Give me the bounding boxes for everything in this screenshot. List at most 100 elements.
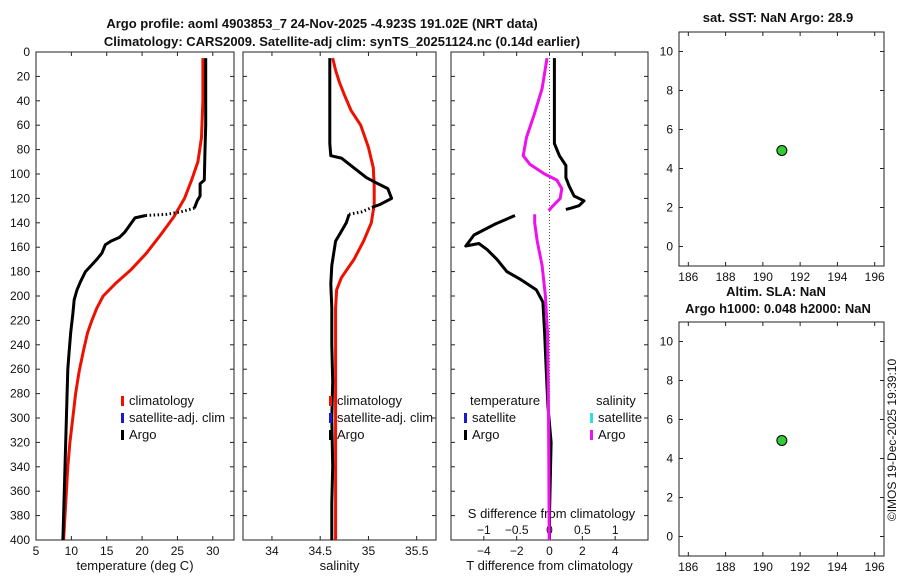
difference-legend-s-argo-label: Argo xyxy=(598,427,625,442)
difference-legend-t-satellite-label: satellite xyxy=(472,410,516,425)
temperature-xtick-label: 20 xyxy=(135,544,149,558)
sla_position-xtick-label: 196 xyxy=(865,560,885,574)
salinity-axes-frame xyxy=(242,51,437,541)
sst_position-ytick-label: 8 xyxy=(666,84,673,98)
temperature-xtick-label: 5 xyxy=(33,544,40,558)
temperature-ytick-label: 320 xyxy=(10,435,30,449)
temperature-ytick-label: 260 xyxy=(10,362,30,376)
temperature-legend-satellite-adj-label: satellite-adj. clim xyxy=(129,410,225,425)
temperature-ytick-label: 80 xyxy=(17,143,31,157)
sst_position-xtick-label: 186 xyxy=(678,270,698,284)
salinity-xtick-label: 35.5 xyxy=(405,544,429,558)
sla_position-ytick-label: 2 xyxy=(666,491,673,505)
temperature-ytick-label: 220 xyxy=(10,313,30,327)
difference-xtick-label: −2 xyxy=(510,544,524,558)
temperature-xlabel: temperature (deg C) xyxy=(76,558,193,573)
temperature-ytick-label: 300 xyxy=(10,411,30,425)
temperature-ytick-label: 400 xyxy=(10,533,30,547)
temperature-ytick-label: 280 xyxy=(10,387,30,401)
sst_position-axes-frame xyxy=(678,31,885,267)
difference-legend-salinity-title: salinity xyxy=(596,393,636,408)
temperature-legend-argo-label: Argo xyxy=(129,427,156,442)
imos-watermark: ©IMOS 19-Dec-2025 19:39:10 xyxy=(885,359,899,522)
temperature-ytick-label: 0 xyxy=(23,45,30,59)
temperature-ytick-label: 180 xyxy=(10,265,30,279)
temperature-legend-climatology-swatch xyxy=(121,396,124,406)
temperature-xtick-label: 30 xyxy=(206,544,220,558)
sst-panel-title: sat. SST: NaN Argo: 28.9 xyxy=(703,10,854,25)
difference-top-tick-label: −1 xyxy=(477,523,491,537)
salinity-legend-satellite-adj-label: satellite-adj. clim xyxy=(337,410,433,425)
difference-legend-s-argo-swatch xyxy=(590,430,593,440)
temperature-ytick-label: 380 xyxy=(10,509,30,523)
title-line-1: Argo profile: aoml 4903853_7 24-Nov-2025… xyxy=(106,16,537,31)
difference-xlabel: T difference from climatology xyxy=(466,558,633,573)
difference-legend-t-argo-swatch xyxy=(464,430,467,440)
difference-top-tick-label: 0.5 xyxy=(574,523,591,537)
salinity-xtick-label: 34.5 xyxy=(309,544,333,558)
salinity-argo-line-upper xyxy=(328,58,394,209)
difference-xlabel-top: S difference from climatology xyxy=(468,506,636,521)
sla_position-xtick-label: 190 xyxy=(753,560,773,574)
difference-series-0-line xyxy=(552,58,586,211)
temperature-argo-gap-dots xyxy=(145,206,195,217)
difference-legend-t-argo-label: Argo xyxy=(472,427,499,442)
salinity-climatology-line xyxy=(331,57,376,540)
difference-top-tick-label: −0.5 xyxy=(505,523,529,537)
sla-panel-title-1: Altim. SLA: NaN xyxy=(726,284,826,299)
sla_position-argo-location-marker xyxy=(776,435,788,447)
difference-series-3-line xyxy=(533,214,551,541)
sla_position-xtick-label: 188 xyxy=(716,560,736,574)
salinity-legend-argo-label: Argo xyxy=(337,427,364,442)
difference-legend-t-satellite-swatch xyxy=(464,413,467,423)
sla_position-xtick-label: 186 xyxy=(678,560,698,574)
temperature-xtick-label: 25 xyxy=(171,544,185,558)
temperature-ytick-label: 20 xyxy=(17,69,31,83)
temperature-legend-satellite-adj-swatch xyxy=(121,413,124,423)
temperature-ytick-label: 120 xyxy=(10,191,30,205)
difference-legend-s-satellite-label: satellite xyxy=(598,410,642,425)
temperature-xtick-label: 10 xyxy=(65,544,79,558)
sst_position-xtick-label: 194 xyxy=(827,270,847,284)
difference-xtick-label: −4 xyxy=(477,544,491,558)
sst_position-ytick-label: 6 xyxy=(666,123,673,137)
sst_position-ytick-label: 4 xyxy=(666,162,673,176)
salinity-argo-gap-dots xyxy=(348,205,374,216)
difference-xtick-label: 4 xyxy=(612,544,619,558)
sla_position-ytick-label: 6 xyxy=(666,413,673,427)
salinity-xlabel: salinity xyxy=(320,558,360,573)
sla-panel-title-2: Argo h1000: 0.048 h2000: NaN xyxy=(685,301,871,316)
sla_position-ytick-label: 8 xyxy=(666,374,673,388)
temperature-xtick-label: 15 xyxy=(100,544,114,558)
sla_position-xtick-label: 194 xyxy=(827,560,847,574)
temperature-ytick-label: 40 xyxy=(17,94,31,108)
salinity-legend-climatology-label: climatology xyxy=(337,393,403,408)
difference-top-tick-label: 1 xyxy=(612,523,619,537)
sst_position-ytick-label: 2 xyxy=(666,201,673,215)
sla_position-ytick-label: 4 xyxy=(666,452,673,466)
difference-legend-s-satellite-swatch xyxy=(590,413,593,423)
temperature-ytick-label: 160 xyxy=(10,240,30,254)
salinity-legend-satellite-adj-swatch xyxy=(329,413,332,423)
difference-series-2-line xyxy=(521,57,564,212)
sla_position-ytick-label: 0 xyxy=(666,530,673,544)
temperature-legend-argo-swatch xyxy=(121,430,124,440)
difference-series-1-line xyxy=(464,214,553,540)
sst_position-xtick-label: 196 xyxy=(865,270,885,284)
salinity-argo-line-lower xyxy=(329,213,351,540)
temperature-ytick-label: 100 xyxy=(10,167,30,181)
salinity-xtick-label: 35 xyxy=(362,544,376,558)
difference-xtick-label: 0 xyxy=(546,544,553,558)
temperature-argo-line-upper xyxy=(192,58,208,209)
temperature-ytick-label: 360 xyxy=(10,484,30,498)
sst_position-ytick-label: 0 xyxy=(666,240,673,254)
sst_position-xtick-label: 188 xyxy=(716,270,736,284)
temperature-ytick-label: 240 xyxy=(10,338,30,352)
sst_position-argo-location-marker xyxy=(776,145,788,157)
sst_position-xtick-label: 192 xyxy=(790,270,810,284)
temperature-argo-line-lower xyxy=(61,214,146,541)
difference-xtick-label: 2 xyxy=(579,544,586,558)
temperature-legend-climatology-label: climatology xyxy=(129,393,195,408)
temperature-ytick-label: 340 xyxy=(10,460,30,474)
